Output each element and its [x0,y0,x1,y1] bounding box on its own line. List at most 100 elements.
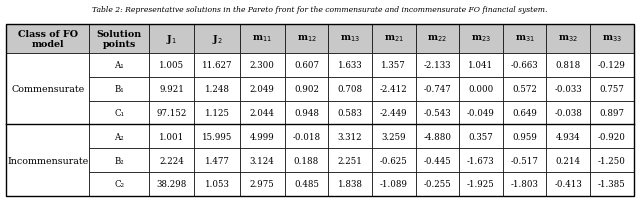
Text: m$_{32}$: m$_{32}$ [558,34,578,44]
Bar [285,77,328,101]
Bar [89,24,149,54]
Bar [149,101,195,125]
Bar [195,54,239,77]
Text: -1.250: -1.250 [598,156,626,165]
Bar [89,172,149,196]
Text: 2.049: 2.049 [250,85,275,94]
Bar [195,149,239,172]
Text: 4.999: 4.999 [250,132,275,141]
Text: -1.803: -1.803 [511,180,538,188]
Text: -0.445: -0.445 [424,156,451,165]
Bar [328,101,372,125]
Text: -2.412: -2.412 [380,85,408,94]
Text: 0.000: 0.000 [468,85,493,94]
Bar [415,24,459,54]
Text: 1.477: 1.477 [205,156,229,165]
Text: 0.897: 0.897 [599,108,624,117]
Text: -0.049: -0.049 [467,108,495,117]
Text: 0.572: 0.572 [512,85,537,94]
Bar [6,125,89,196]
Text: 1.633: 1.633 [338,61,362,70]
Bar [459,24,503,54]
Bar [239,77,285,101]
Bar [239,149,285,172]
Bar [503,54,547,77]
Text: 2.975: 2.975 [250,180,275,188]
Text: A₂: A₂ [115,132,124,141]
Text: 2.224: 2.224 [159,156,184,165]
Text: 1.053: 1.053 [205,180,229,188]
Text: 1.001: 1.001 [159,132,184,141]
Text: -2.133: -2.133 [424,61,451,70]
Bar [547,125,590,149]
Text: 15.995: 15.995 [202,132,232,141]
Text: Incommensurate: Incommensurate [7,156,88,165]
Text: 3.124: 3.124 [250,156,275,165]
Bar [239,54,285,77]
Bar [195,172,239,196]
Bar [239,24,285,54]
Bar [239,172,285,196]
Text: 0.948: 0.948 [294,108,319,117]
Text: m$_{31}$: m$_{31}$ [515,34,534,44]
Text: Commensurate: Commensurate [11,85,84,94]
Bar [149,149,195,172]
Text: 0.959: 0.959 [512,132,537,141]
Text: -0.413: -0.413 [554,180,582,188]
Text: 3.259: 3.259 [381,132,406,141]
Text: 0.485: 0.485 [294,180,319,188]
Bar [459,125,503,149]
Bar [328,172,372,196]
Text: 4.934: 4.934 [556,132,580,141]
Text: -0.038: -0.038 [554,108,582,117]
Bar [89,54,149,77]
Text: 0.818: 0.818 [556,61,580,70]
Text: 2.300: 2.300 [250,61,275,70]
Text: m$_{11}$: m$_{11}$ [252,34,272,44]
Text: C₁: C₁ [114,108,124,117]
Bar [459,101,503,125]
Text: m$_{33}$: m$_{33}$ [602,34,622,44]
Bar [372,24,415,54]
Bar [547,172,590,196]
Text: 97.152: 97.152 [157,108,187,117]
Bar [503,149,547,172]
Text: -0.543: -0.543 [424,108,451,117]
Text: -1.385: -1.385 [598,180,626,188]
Text: J$_1$: J$_1$ [166,33,177,45]
Bar [503,101,547,125]
Bar [547,149,590,172]
Text: 0.188: 0.188 [294,156,319,165]
Text: 0.214: 0.214 [556,156,580,165]
Bar [328,54,372,77]
Bar [285,24,328,54]
Text: A₁: A₁ [115,61,124,70]
Bar [372,101,415,125]
Bar [459,149,503,172]
Text: Table 2: Representative solutions in the Pareto front for the commensurate and i: Table 2: Representative solutions in the… [92,6,548,14]
Text: -1.089: -1.089 [380,180,408,188]
Text: 1.357: 1.357 [381,61,406,70]
Bar [6,54,89,125]
Bar [590,77,634,101]
Text: m$_{12}$: m$_{12}$ [296,34,316,44]
Bar [149,24,195,54]
Bar [415,77,459,101]
Bar [503,125,547,149]
Bar [328,24,372,54]
Bar [195,125,239,149]
Bar [285,149,328,172]
Bar [89,101,149,125]
Bar [6,24,634,196]
Text: m$_{23}$: m$_{23}$ [471,34,491,44]
Bar [372,125,415,149]
Bar [149,77,195,101]
Bar [415,149,459,172]
Bar [503,77,547,101]
Text: -2.449: -2.449 [380,108,408,117]
Text: -0.747: -0.747 [424,85,451,94]
Text: 38.298: 38.298 [157,180,187,188]
Text: -0.129: -0.129 [598,61,626,70]
Bar [285,172,328,196]
Bar [89,149,149,172]
